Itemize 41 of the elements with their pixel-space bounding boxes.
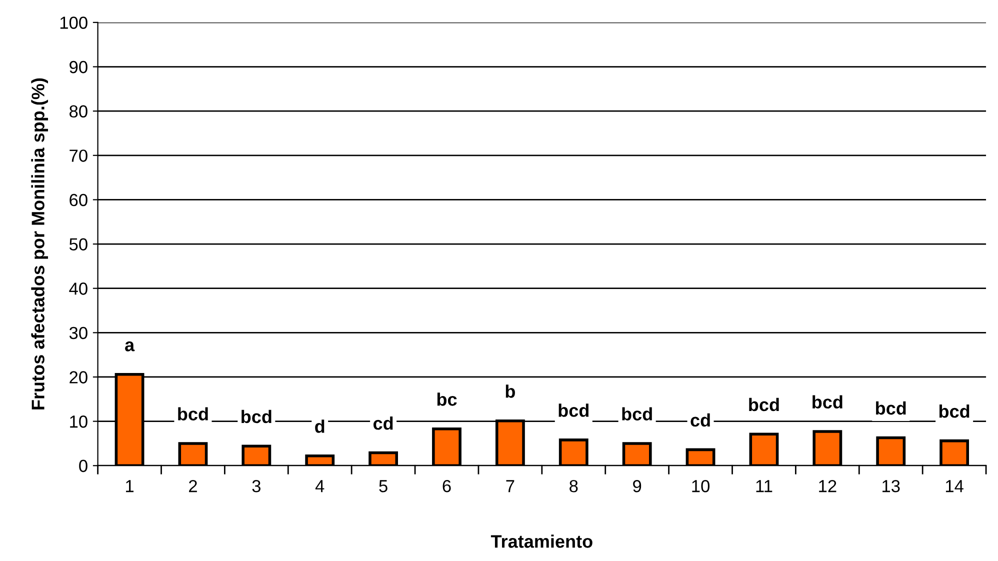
x-tick-label: 14 xyxy=(946,480,964,492)
annotation: bcd xyxy=(178,407,208,420)
y-tick-label: 70 xyxy=(70,150,88,162)
y-tick-label: 20 xyxy=(70,371,88,384)
y-axis-title: Frutos afectados por Monilinia spp.(%) xyxy=(31,78,48,410)
y-tick-label: 100 xyxy=(60,16,88,29)
x-tick-label: 12 xyxy=(819,480,836,492)
annotation: bcd xyxy=(939,404,970,418)
x-tick-label: 8 xyxy=(570,480,578,492)
x-tick-label: 4 xyxy=(315,480,324,492)
x-tick-label: 3 xyxy=(252,480,260,492)
y-tick-label: 80 xyxy=(70,105,88,118)
x-tick-label: 13 xyxy=(882,480,900,492)
x-tick-label: 9 xyxy=(633,480,642,492)
x-tick-label: 11 xyxy=(756,480,772,492)
y-tick-label: 50 xyxy=(69,238,88,250)
y-tick-label: 40 xyxy=(69,282,88,295)
x-tick-label: 7 xyxy=(506,480,514,492)
y-tick-label: 0 xyxy=(79,460,88,472)
x-axis-title: Tratamiento xyxy=(490,534,592,548)
annotation: cd xyxy=(373,416,393,430)
y-tick-label: 60 xyxy=(70,194,88,206)
x-tick-label: 2 xyxy=(189,480,197,492)
annotation: bcd xyxy=(812,395,842,408)
annotation: bcd xyxy=(242,410,272,424)
x-tick-label: 5 xyxy=(379,480,388,492)
annotation: cd xyxy=(690,413,710,427)
x-tick-label: 1 xyxy=(126,480,134,492)
annotation: bcd xyxy=(876,401,906,415)
x-tick-label: 6 xyxy=(442,480,451,492)
annotation: b xyxy=(506,384,515,398)
annotation: bcd xyxy=(558,404,588,417)
x-tick-label: 10 xyxy=(692,480,710,492)
annotation: bcd xyxy=(622,407,652,420)
y-tick-label: 30 xyxy=(69,326,88,340)
annotation: bc xyxy=(437,392,457,406)
y-tick-label: 90 xyxy=(70,60,88,74)
annotation: a xyxy=(125,341,135,352)
annotation: d xyxy=(315,420,324,433)
y-tick-label: 10 xyxy=(70,415,88,428)
annotation: bcd xyxy=(749,398,779,412)
